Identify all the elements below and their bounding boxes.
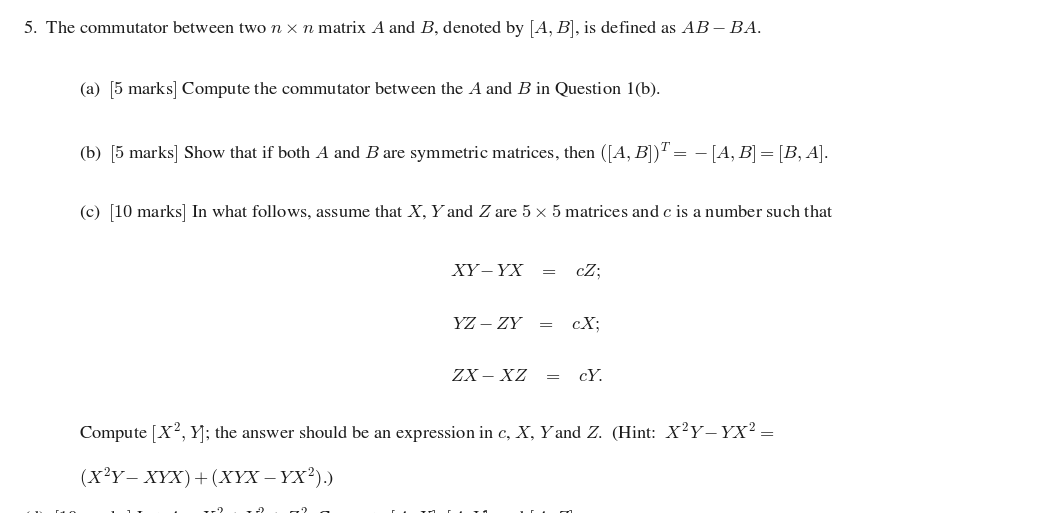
Text: $(X^2Y - XYX) + (XYX - YX^2)$.): $(X^2Y - XYX) + (XYX - YX^2)$.) [79, 465, 333, 490]
Text: Compute $[X^2, Y]$; the answer should be an expression in $c$, $X$, $Y$ and $Z$.: Compute $[X^2, Y]$; the answer should be… [79, 421, 774, 446]
Text: $ZX - XZ \quad = \quad cY.$: $ZX - XZ \quad = \quad cY.$ [449, 369, 603, 385]
Text: (c)  $[10$ marks$]$ In what follows, assume that $X$, $Y$ and $Z$ are $5 \times : (c) $[10$ marks$]$ In what follows, assu… [79, 203, 833, 224]
Text: 5.  The commutator between two $n \times n$ matrix $A$ and $B$, denoted by $[A, : 5. The commutator between two $n \times … [23, 18, 762, 40]
Text: (d)  $[10$ marks$]$ Let $A = X^2 + Y^2 + Z^2$. Compute $[A, X]$, $[A, Y]$, and $: (d) $[10$ marks$]$ Let $A = X^2 + Y^2 + … [23, 505, 579, 513]
Text: $XY - YX \quad = \quad cZ;$: $XY - YX \quad = \quad cZ;$ [450, 262, 602, 281]
Text: (a)  $[5$ marks$]$ Compute the commutator between the $A$ and $B$ in Question 1(: (a) $[5$ marks$]$ Compute the commutator… [79, 80, 661, 101]
Text: (b)  $[5$ marks$]$ Show that if both $A$ and $B$ are symmetric matrices, then $(: (b) $[5$ marks$]$ Show that if both $A$ … [79, 141, 829, 166]
Text: $YZ - ZY \quad = \quad cX;$: $YZ - ZY \quad = \quad cX;$ [451, 315, 601, 334]
